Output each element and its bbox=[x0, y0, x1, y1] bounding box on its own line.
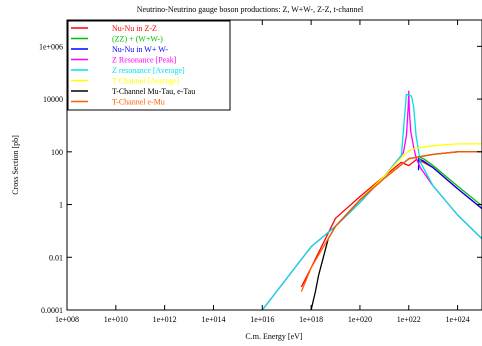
x-tick-label: 1e+008 bbox=[55, 315, 79, 324]
series-line-8 bbox=[300, 151, 482, 292]
x-tick-label: 1e+020 bbox=[348, 315, 372, 324]
plot-frame bbox=[66, 19, 482, 311]
series-line-3 bbox=[417, 158, 482, 210]
legend-label: T-Channel e-Mu bbox=[112, 98, 165, 107]
legend-label: Z resonance [Average] bbox=[112, 66, 185, 75]
legend-box bbox=[67, 20, 231, 111]
legend-label: Z Resonance [Peak] bbox=[112, 56, 177, 65]
y-tick-label: 1e+006 bbox=[39, 42, 63, 51]
legend-label: Nu-Nu in W+ W- bbox=[112, 45, 168, 54]
x-tick-label: 1e+012 bbox=[153, 315, 177, 324]
x-tick-label: 1e+010 bbox=[104, 315, 128, 324]
x-tick-label: 1e+016 bbox=[250, 315, 274, 324]
y-tick-label: 0.01 bbox=[49, 253, 63, 262]
legend: Nu-Nu in Z-Z (ZZ) + (W+W-)Nu-Nu in W+ W- Z… bbox=[67, 20, 231, 111]
y-tick-label: 10000 bbox=[43, 95, 63, 104]
x-tick-label: 1e+022 bbox=[397, 315, 421, 324]
x-tick-label: 1e+014 bbox=[201, 315, 225, 324]
x-tick-label: 1e+018 bbox=[299, 315, 323, 324]
legend-label: T Channel [Average] bbox=[112, 77, 180, 86]
chart-title: Neutrino-Neutrino gauge boson production… bbox=[137, 5, 364, 14]
x-axis: 1e+008 1e+010 1e+012 1e+014 1e+016 1e+018 1e+0… bbox=[55, 20, 470, 324]
y-tick-label: 100 bbox=[51, 148, 63, 157]
legend-label: T-Channel Mu-Tau, e-Tau bbox=[112, 87, 195, 96]
plot-area bbox=[261, 90, 482, 310]
legend-label: (ZZ) + (W+W-) bbox=[112, 35, 163, 44]
y-tick-label: 0.0001 bbox=[41, 306, 63, 315]
series-line-6 bbox=[359, 143, 482, 201]
x-axis-title: C.m. Energy [eV] bbox=[245, 332, 303, 341]
legend-label: Nu-Nu in Z-Z bbox=[112, 24, 157, 33]
y-tick-label: 1 bbox=[59, 201, 63, 210]
y-axis-title: Cross Section [pb] bbox=[11, 135, 20, 195]
x-tick-label: 1e+024 bbox=[446, 315, 470, 324]
